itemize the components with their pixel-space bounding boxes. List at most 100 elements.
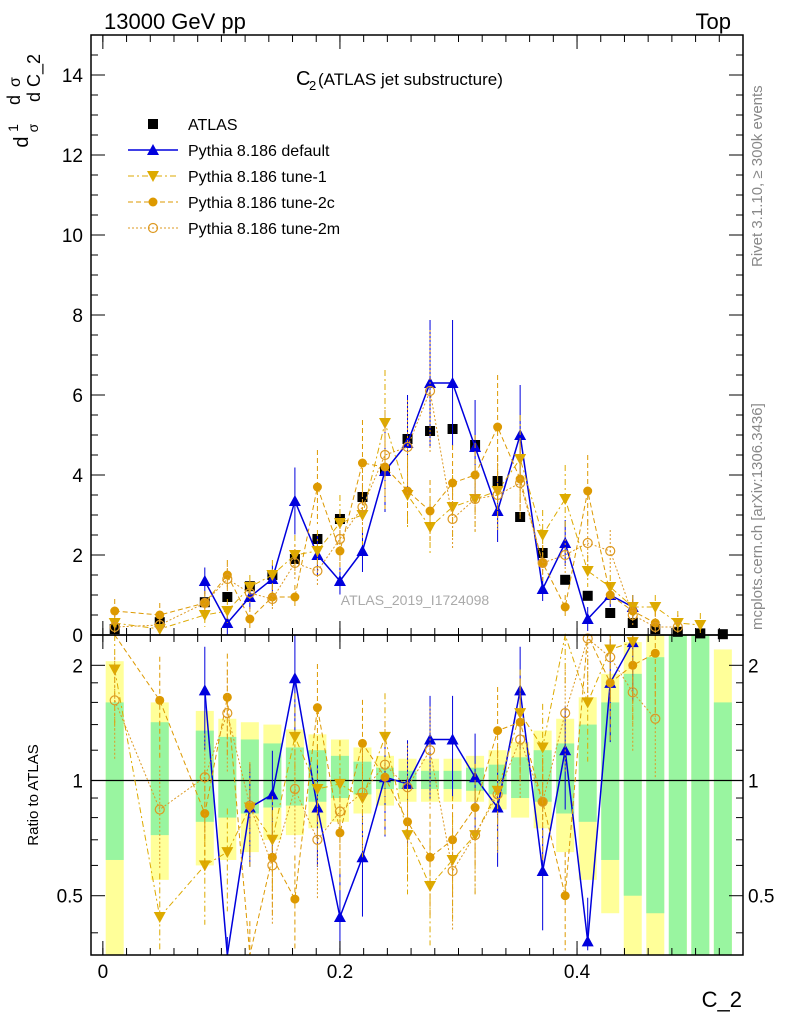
ratio-point	[447, 865, 458, 877]
ratio-point	[357, 787, 368, 798]
svg-text:σ: σ	[7, 77, 24, 87]
ratio-point	[515, 734, 526, 745]
svg-text:σ: σ	[25, 123, 41, 132]
data-point	[469, 493, 481, 505]
data-point	[198, 610, 211, 621]
ratio-point	[222, 708, 233, 719]
mcplots-label: mcplots.cern.ch [arXiv:1306.3436]	[749, 403, 766, 630]
ratio-point	[267, 860, 278, 871]
ratio-point	[424, 745, 436, 756]
data-point	[222, 592, 233, 602]
xtick-label: 0.2	[327, 962, 353, 983]
data-point	[560, 602, 570, 612]
ratio-point	[199, 772, 210, 783]
ytick-ratio-label: 0.5	[57, 887, 83, 908]
legend-item-3: Pythia 8.186 tune-2c	[128, 195, 335, 212]
legend-item-4: Pythia 8.186 tune-2m	[128, 221, 340, 238]
svg-text:d: d	[4, 95, 24, 105]
data-point	[515, 477, 526, 489]
data-point	[334, 533, 346, 545]
data-point	[536, 583, 549, 594]
ratio-point	[379, 759, 391, 770]
ratio-point	[402, 782, 413, 793]
data-point	[110, 606, 120, 616]
top-ylabel: d 1 σ d σ d C_2	[4, 54, 45, 148]
data-point	[491, 486, 504, 497]
ytick-ratio-label-right: 1	[748, 772, 759, 793]
data-point	[245, 614, 255, 624]
band-inner	[578, 724, 597, 822]
data-point	[267, 593, 278, 605]
legend-marker	[147, 222, 159, 234]
data-point	[244, 587, 255, 599]
data-point	[695, 628, 706, 639]
legend-label: Pythia 8.186 default	[188, 143, 330, 160]
data-point	[424, 385, 436, 397]
band-inner	[195, 730, 214, 822]
ytick-label: 2	[72, 546, 83, 567]
ratio-point	[198, 684, 211, 696]
data-point	[536, 530, 549, 541]
data-point	[312, 565, 323, 577]
rivet-label: Rivet 3.1.10, ≥ 300k events	[749, 85, 766, 267]
ratio-point	[200, 808, 210, 818]
legend-item-2: Pythia 8.186 tune-1	[128, 169, 327, 186]
data-point	[199, 597, 210, 609]
legend-item-0: ATLAS	[148, 117, 238, 134]
band-inner	[623, 673, 642, 896]
plot-series	[91, 320, 743, 956]
band-inner	[285, 747, 304, 806]
ratio-point	[333, 910, 346, 922]
data-point	[491, 505, 504, 516]
data-point	[560, 574, 571, 585]
legend-label: Pythia 8.186 tune-2m	[188, 221, 340, 238]
ratio-point	[536, 865, 549, 877]
ytick-label: 10	[62, 226, 83, 247]
band-inner	[646, 657, 665, 914]
ratio-point	[469, 830, 481, 841]
data-point	[694, 620, 707, 631]
series-4	[109, 330, 683, 931]
ratio-point	[289, 783, 300, 795]
legend-label: ATLAS	[188, 117, 238, 134]
band-inner	[218, 736, 237, 818]
ytick-ratio-label-right: 2	[748, 656, 759, 677]
svg-text:d C_2: d C_2	[24, 54, 45, 102]
ratio-point	[155, 695, 165, 705]
data-point	[650, 621, 661, 633]
legend-marker	[147, 171, 159, 182]
chart-title: C 2 (ATLAS jet substructure)	[296, 68, 503, 93]
ratio-point	[290, 894, 300, 904]
ratio-point	[334, 806, 346, 817]
ratio-point	[626, 637, 639, 649]
series-line	[114, 389, 678, 628]
data-point	[605, 590, 615, 600]
ratio-point	[243, 802, 256, 814]
legend-label: Pythia 8.186 tune-2c	[188, 195, 335, 212]
data-point	[583, 486, 593, 496]
ratio-point	[222, 692, 232, 702]
ytick-label: 14	[62, 66, 84, 87]
data-point	[559, 494, 572, 505]
ratio-point	[582, 633, 593, 644]
series-line	[114, 425, 656, 624]
header-right: Top	[696, 9, 731, 34]
ratio-point	[605, 678, 615, 688]
data-point	[559, 537, 572, 548]
data-point	[333, 575, 346, 586]
ratio-point	[493, 726, 503, 736]
ytick-ratio-label-right: 0.5	[748, 887, 774, 908]
bottom-frame	[90, 634, 744, 956]
ytick-label: 12	[62, 146, 83, 167]
ratio-line	[204, 641, 634, 956]
band-inner	[105, 702, 124, 860]
ratio-point	[312, 703, 322, 713]
data-point	[446, 377, 459, 388]
ratio-line	[114, 637, 656, 873]
data-point	[581, 566, 594, 577]
data-point	[627, 609, 638, 621]
ratio-point	[288, 731, 301, 743]
data-point	[424, 522, 437, 533]
data-point	[402, 441, 413, 453]
